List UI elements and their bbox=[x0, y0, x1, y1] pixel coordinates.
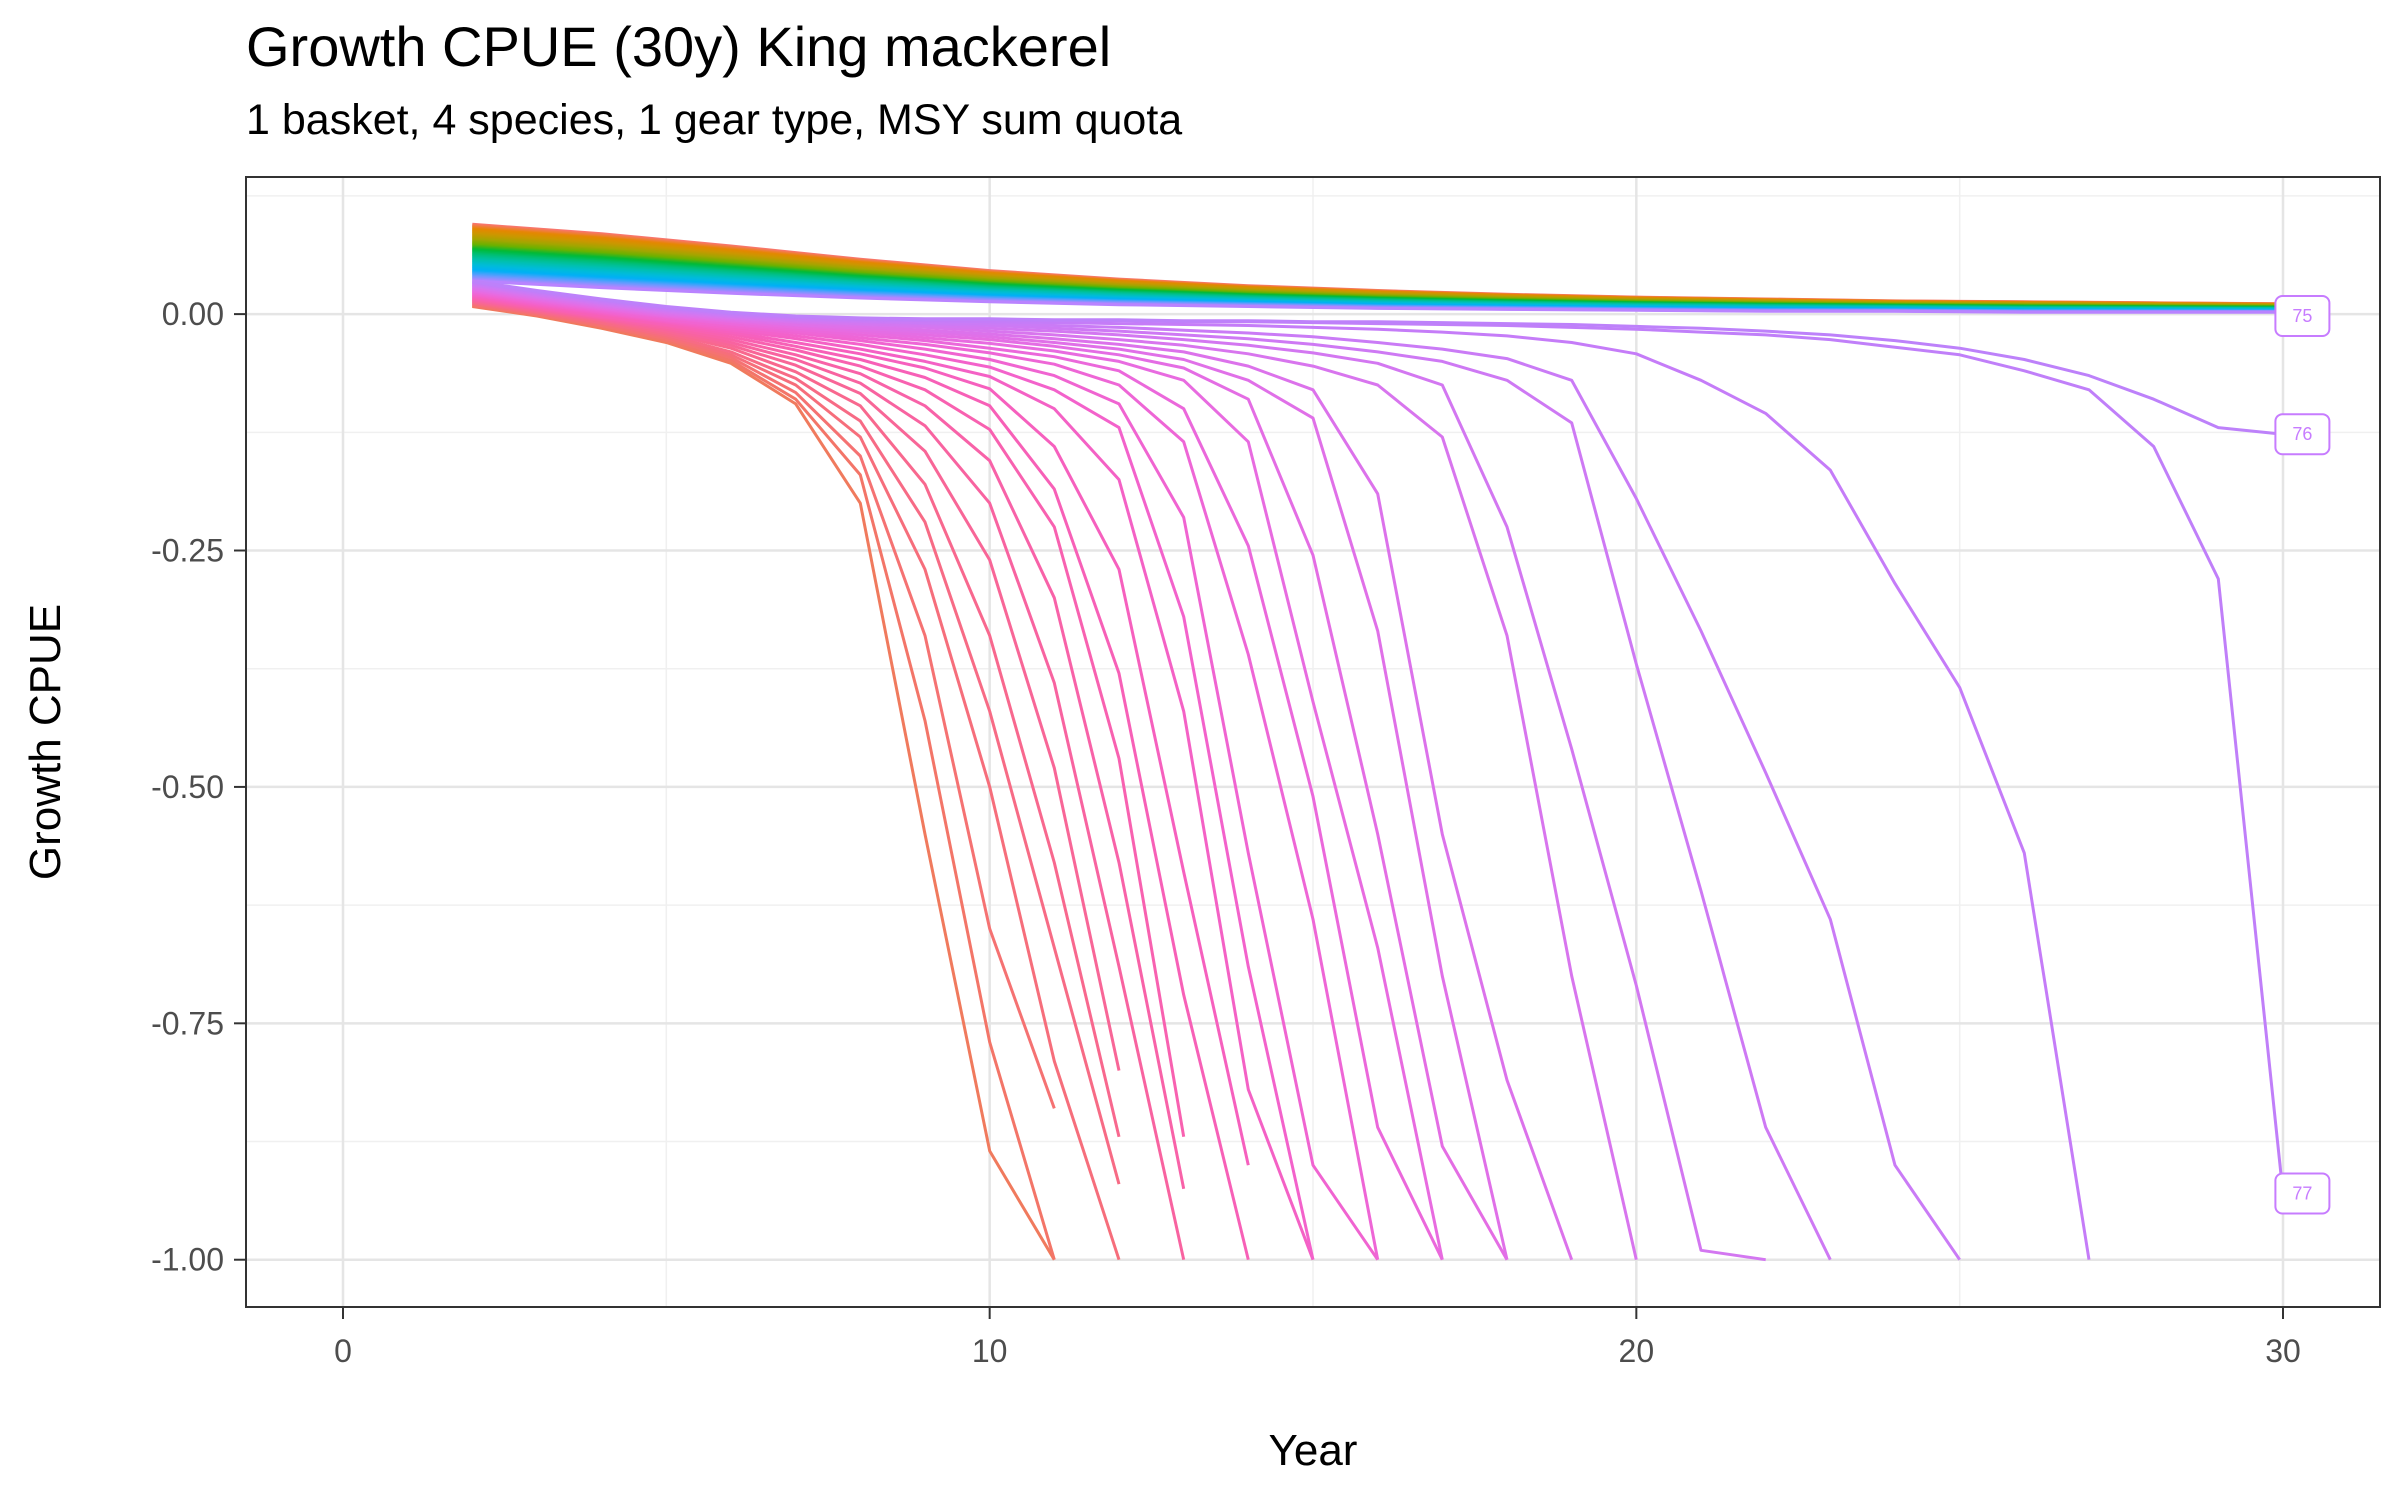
y-tick-label: -0.50 bbox=[151, 769, 224, 805]
series-line bbox=[472, 301, 1121, 1185]
x-tick-label: 30 bbox=[2265, 1333, 2301, 1369]
series-line bbox=[472, 282, 1961, 1261]
stable-series-line bbox=[472, 279, 2283, 314]
y-tick-label: -1.00 bbox=[151, 1242, 224, 1278]
grid-lines bbox=[246, 177, 2380, 1307]
series-line bbox=[472, 295, 1250, 1261]
series-line bbox=[472, 292, 1315, 1261]
stable-series-band bbox=[472, 222, 2284, 314]
series-line bbox=[472, 293, 1315, 1261]
x-tick-label: 0 bbox=[334, 1333, 352, 1369]
end-label-text: 76 bbox=[2292, 424, 2312, 444]
end-label-text: 77 bbox=[2292, 1184, 2312, 1204]
chart-title: Growth CPUE (30y) King mackerel bbox=[246, 15, 1112, 78]
chart-subtitle: 1 basket, 4 species, 1 gear type, MSY su… bbox=[246, 96, 1183, 144]
series-line bbox=[472, 305, 1056, 1261]
series-line bbox=[472, 280, 2285, 1194]
series-line bbox=[472, 286, 1574, 1261]
plot-panel-border bbox=[245, 176, 2381, 1308]
x-axis: 0 10 20 30 bbox=[334, 1307, 2301, 1369]
x-axis-title: Year bbox=[1269, 1426, 1358, 1475]
y-tick-label: -0.25 bbox=[151, 533, 224, 569]
series-line bbox=[472, 304, 1056, 1261]
end-label-box bbox=[2274, 413, 2331, 456]
end-label-box bbox=[2274, 295, 2331, 338]
y-axis-title: Growth CPUE bbox=[21, 604, 70, 880]
series-line bbox=[472, 298, 1186, 1261]
end-label-text: 75 bbox=[2292, 306, 2312, 326]
y-tick-label: -0.75 bbox=[151, 1005, 224, 1041]
end-label-box bbox=[2274, 1172, 2331, 1215]
series-line bbox=[472, 291, 1379, 1261]
series-line bbox=[472, 279, 2284, 436]
series-line bbox=[472, 300, 1121, 1138]
x-tick-label: 10 bbox=[972, 1333, 1008, 1369]
y-axis: 0.00 -0.25 -0.50 -0.75 -1.00 bbox=[151, 296, 246, 1278]
series-end-labels: 75 76 77 bbox=[2274, 295, 2331, 1215]
x-tick-label: 20 bbox=[1619, 1333, 1655, 1369]
collapse-series-lines bbox=[472, 279, 2285, 1262]
y-tick-label: 0.00 bbox=[162, 296, 224, 332]
